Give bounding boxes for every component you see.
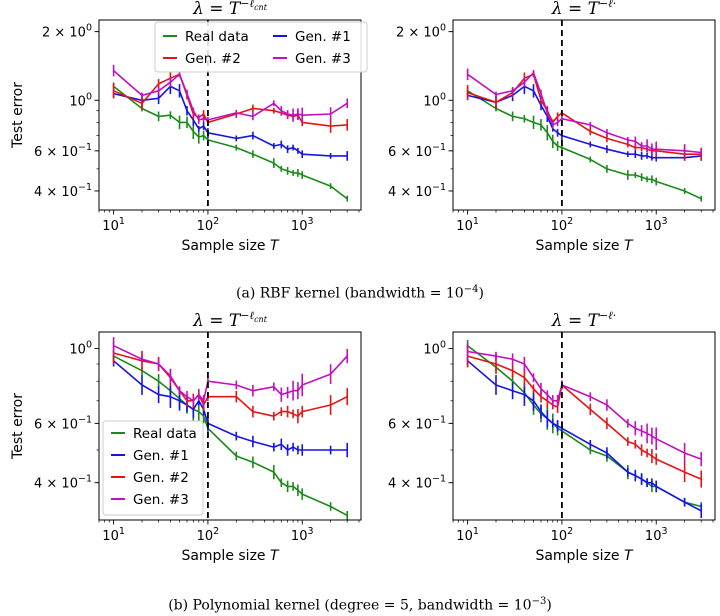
series-line	[467, 345, 702, 508]
series-line	[113, 85, 348, 157]
x-tick-label: 103	[291, 216, 314, 234]
series-line	[467, 360, 702, 512]
legend-label: Real data	[133, 426, 197, 442]
y-tick-label: 100	[423, 91, 446, 109]
x-axis-label: Sample size T	[181, 548, 280, 564]
series-gen-3	[466, 68, 703, 158]
series-line	[467, 85, 702, 159]
series-gen-2	[112, 71, 349, 133]
panel-title: λ = T−ℓcnt	[192, 0, 268, 19]
panel-a-left: λ = T−ℓcnt 101 102 103 2 × 100 100 6 × 10−1 4 ×…	[10, 0, 368, 254]
y-tick-label: 100	[69, 340, 92, 358]
y-tick-label: 100	[69, 91, 92, 109]
y-tick-label: 6 × 10−1	[34, 142, 92, 160]
x-tick-label: 102	[551, 216, 574, 234]
panel-title: λ = T−ℓ·	[551, 0, 616, 19]
series-gen-2	[466, 71, 703, 161]
axes-frame	[452, 19, 716, 211]
series-line	[113, 73, 348, 127]
y-axis-label: Test error	[10, 82, 26, 149]
series-gen-2	[466, 344, 703, 488]
series-line	[113, 360, 348, 451]
legend-label: Gen. #3	[295, 51, 351, 67]
x-tick-label: 102	[197, 526, 220, 544]
legend-label: Gen. #1	[133, 448, 189, 464]
x-tick-label: 101	[456, 216, 479, 234]
series-line	[467, 355, 702, 480]
series-gen-3	[466, 343, 703, 467]
legend-label: Gen. #2	[133, 470, 189, 486]
series-line	[113, 69, 348, 121]
series-gen-1	[466, 355, 703, 518]
series-real-data	[466, 339, 703, 511]
caption-b: (b) Polynomial kernel (degree = 5, bandw…	[168, 596, 552, 614]
x-tick-label: 102	[551, 526, 574, 544]
y-tick-label: 4 × 10−1	[34, 182, 92, 200]
plot-area	[466, 68, 703, 202]
x-axis-label: Sample size T	[181, 238, 280, 254]
y-tick-label: 4 × 10−1	[34, 474, 92, 492]
series-line	[467, 350, 702, 460]
series-gen-1	[112, 78, 349, 161]
x-tick-label: 101	[456, 526, 479, 544]
plot-area	[466, 339, 703, 518]
axes-frame	[98, 19, 362, 211]
series-line	[113, 355, 348, 517]
y-axis-label: Test error	[10, 393, 26, 460]
legend: Real data Gen. #1 Gen. #2 Gen. #3	[154, 21, 368, 73]
x-tick-label: 103	[645, 526, 668, 544]
y-tick-label: 100	[423, 340, 446, 358]
plot-area	[112, 337, 349, 520]
y-tick-label: 2 × 100	[396, 23, 446, 41]
y-tick-label: 4 × 10−1	[388, 182, 446, 200]
legend-label: Real data	[185, 29, 249, 45]
series-line	[113, 85, 348, 200]
axes-frame	[452, 331, 716, 521]
y-tick-label: 6 × 10−1	[388, 142, 446, 160]
legend-label: Gen. #1	[295, 29, 351, 45]
y-tick-label: 4 × 10−1	[388, 474, 446, 492]
y-tick-label: 2 × 100	[42, 23, 92, 41]
x-tick-label: 103	[645, 216, 668, 234]
panel-a-right: λ = T−ℓ· 101 102 103 2 × 100 100 6 × 10−1 4 × 1…	[388, 0, 716, 254]
y-tick-label: 6 × 10−1	[34, 414, 92, 432]
legend-box	[102, 420, 204, 516]
series-real-data	[466, 86, 703, 202]
x-tick-label: 103	[291, 526, 314, 544]
series-gen-3	[112, 64, 349, 124]
panel-b-left: λ = T−ℓcnt 101 102 103 100 6 × 10−1 4 × 10−1 Sa…	[10, 309, 362, 564]
panel-b-right: λ = T−ℓ· 101 102 103 100 6 × 10−1 4 × 10−1 Samp…	[388, 309, 716, 564]
series-line	[113, 344, 348, 402]
series-gen-3	[112, 337, 349, 407]
series-real-data	[112, 82, 349, 202]
axes-frame	[98, 331, 362, 521]
caption-a: (a) RBF kernel (bandwidth = 10−4)	[236, 284, 484, 302]
y-tick-label: 6 × 10−1	[388, 414, 446, 432]
legend-box	[154, 21, 368, 73]
series-line	[467, 72, 702, 154]
plot-area	[112, 64, 349, 202]
x-tick-label: 101	[102, 526, 125, 544]
x-axis-label: Sample size T	[535, 548, 634, 564]
panel-title: λ = T−ℓcnt	[192, 309, 268, 331]
x-tick-label: 102	[197, 216, 220, 234]
legend-label: Gen. #2	[185, 51, 241, 67]
legend: Real data Gen. #1 Gen. #2 Gen. #3	[102, 420, 204, 516]
series-line	[467, 90, 702, 200]
panel-title: λ = T−ℓ·	[551, 309, 616, 331]
series-gen-2	[112, 341, 349, 424]
x-axis-label: Sample size T	[535, 238, 634, 254]
x-tick-label: 101	[102, 216, 125, 234]
legend-label: Gen. #3	[133, 492, 189, 508]
